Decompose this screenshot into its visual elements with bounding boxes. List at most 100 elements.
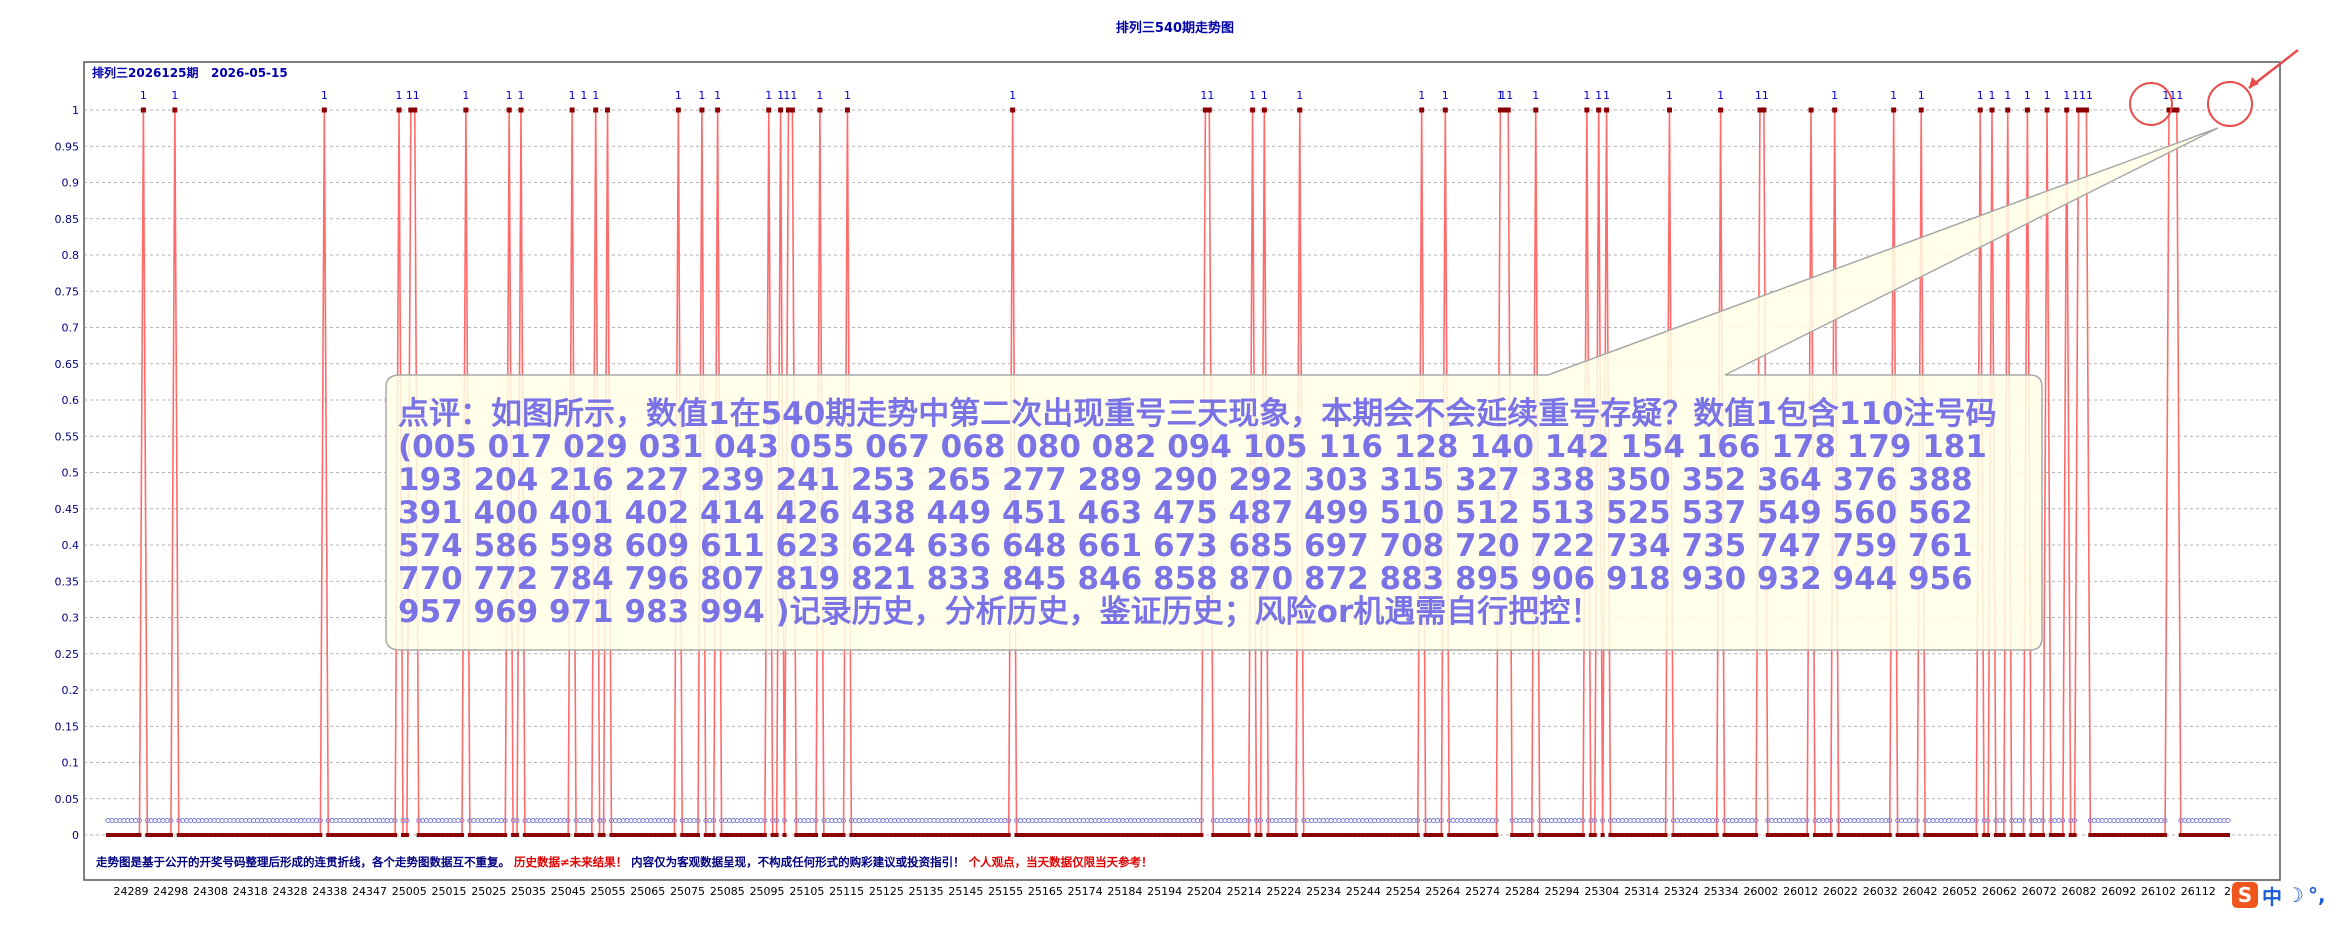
zero-point	[1722, 833, 1727, 837]
zero-point	[1427, 833, 1432, 837]
baseline-point	[1230, 818, 1236, 823]
x-tick-label: 25324	[1664, 885, 1699, 898]
baseline-point	[947, 818, 953, 823]
baseline-point	[868, 818, 874, 823]
zero-point	[2210, 833, 2215, 837]
baseline-point	[1611, 818, 1617, 823]
hit-label: 1	[1249, 89, 1256, 102]
hit-point	[844, 107, 850, 113]
zero-point	[735, 833, 740, 837]
baseline-point	[475, 818, 481, 823]
baseline-point	[1132, 818, 1138, 823]
zero-point	[389, 833, 394, 837]
baseline-point	[888, 818, 894, 823]
zero-point	[1392, 833, 1397, 837]
zero-point	[133, 833, 138, 837]
ime-toolbar[interactable]: S 中 ☽ °,	[2232, 878, 2326, 912]
zero-point	[1695, 833, 1700, 837]
ime-punctuation-icon[interactable]: °,	[2307, 883, 2326, 907]
ime-logo-icon[interactable]: S	[2232, 882, 2258, 908]
x-tick-label: 26072	[2022, 885, 2057, 898]
baseline-point	[388, 818, 394, 823]
zero-point	[503, 833, 508, 837]
zero-point	[1824, 833, 1829, 837]
baseline-point	[1804, 818, 1810, 823]
hit-point	[699, 107, 705, 113]
baseline-point	[1615, 818, 1621, 823]
zero-point	[2226, 833, 2230, 837]
zero-point	[2198, 833, 2203, 837]
baseline-point	[1623, 818, 1629, 823]
zero-point	[385, 833, 390, 837]
zero-point	[2041, 833, 2046, 837]
zero-point	[1813, 833, 1818, 837]
ime-mode-label[interactable]: 中	[2262, 884, 2282, 909]
zero-point	[558, 833, 563, 837]
baseline-point	[825, 818, 831, 823]
zero-point	[1093, 833, 1098, 837]
zero-point	[1789, 833, 1794, 837]
zero-point	[302, 833, 307, 837]
baseline-point	[1379, 818, 1385, 823]
x-tick-label: 24328	[273, 885, 308, 898]
zero-point	[625, 833, 630, 837]
zero-point	[825, 833, 830, 837]
baseline-point	[1777, 818, 1783, 823]
baseline-point	[1820, 818, 1826, 823]
baseline-point	[943, 818, 949, 823]
baseline-point	[1100, 818, 1106, 823]
baseline-point	[1285, 818, 1291, 823]
hit-label: 11	[406, 89, 420, 102]
zero-point	[1887, 833, 1892, 837]
baseline-point	[1564, 818, 1570, 823]
zero-point	[345, 833, 350, 837]
zero-point	[782, 833, 787, 837]
zero-point	[1714, 833, 1719, 837]
zero-point	[330, 833, 335, 837]
zero-point	[1112, 833, 1117, 837]
baseline-point	[314, 818, 319, 823]
zero-point	[2131, 833, 2136, 837]
baseline-point	[125, 818, 131, 823]
baseline-point	[1108, 818, 1114, 823]
zero-point	[1238, 833, 1243, 837]
baseline-point	[1037, 818, 1043, 823]
y-tick-label: 0.3	[62, 612, 80, 625]
baseline-point	[1910, 818, 1916, 823]
y-tick-label: 0.65	[55, 358, 80, 371]
zero-point	[1482, 833, 1487, 837]
baseline-point	[113, 818, 119, 823]
baseline-point	[1745, 818, 1751, 823]
zero-point	[1325, 833, 1330, 837]
baseline-point	[392, 818, 398, 823]
ime-moon-icon[interactable]: ☽	[2286, 883, 2304, 907]
zero-point	[1675, 833, 1680, 837]
baseline-point	[1737, 818, 1743, 823]
baseline-point	[915, 818, 921, 823]
baseline-point	[1238, 818, 1244, 823]
zero-point	[1447, 833, 1452, 837]
y-tick-label: 0.45	[55, 503, 80, 516]
baseline-point	[294, 818, 300, 823]
zero-point	[542, 833, 547, 837]
zero-point	[1470, 833, 1475, 837]
zero-point	[2139, 833, 2144, 837]
baseline-point	[797, 818, 803, 823]
baseline-point	[837, 818, 843, 823]
zero-point	[1065, 833, 1070, 837]
zero-point	[2222, 833, 2227, 837]
baseline-point	[1454, 818, 1460, 823]
zero-point	[1875, 833, 1880, 837]
zero-point	[1773, 833, 1778, 837]
zero-point	[1258, 833, 1263, 837]
zero-point	[1057, 833, 1062, 837]
baseline-point	[907, 818, 913, 823]
zero-point	[1750, 833, 1755, 837]
zero-point	[511, 833, 516, 837]
zero-point	[1030, 833, 1035, 837]
zero-point	[577, 833, 582, 837]
zero-point	[2068, 833, 2073, 837]
baseline-point	[1883, 818, 1889, 823]
hit-point	[817, 107, 823, 113]
zero-point	[1895, 833, 1900, 837]
